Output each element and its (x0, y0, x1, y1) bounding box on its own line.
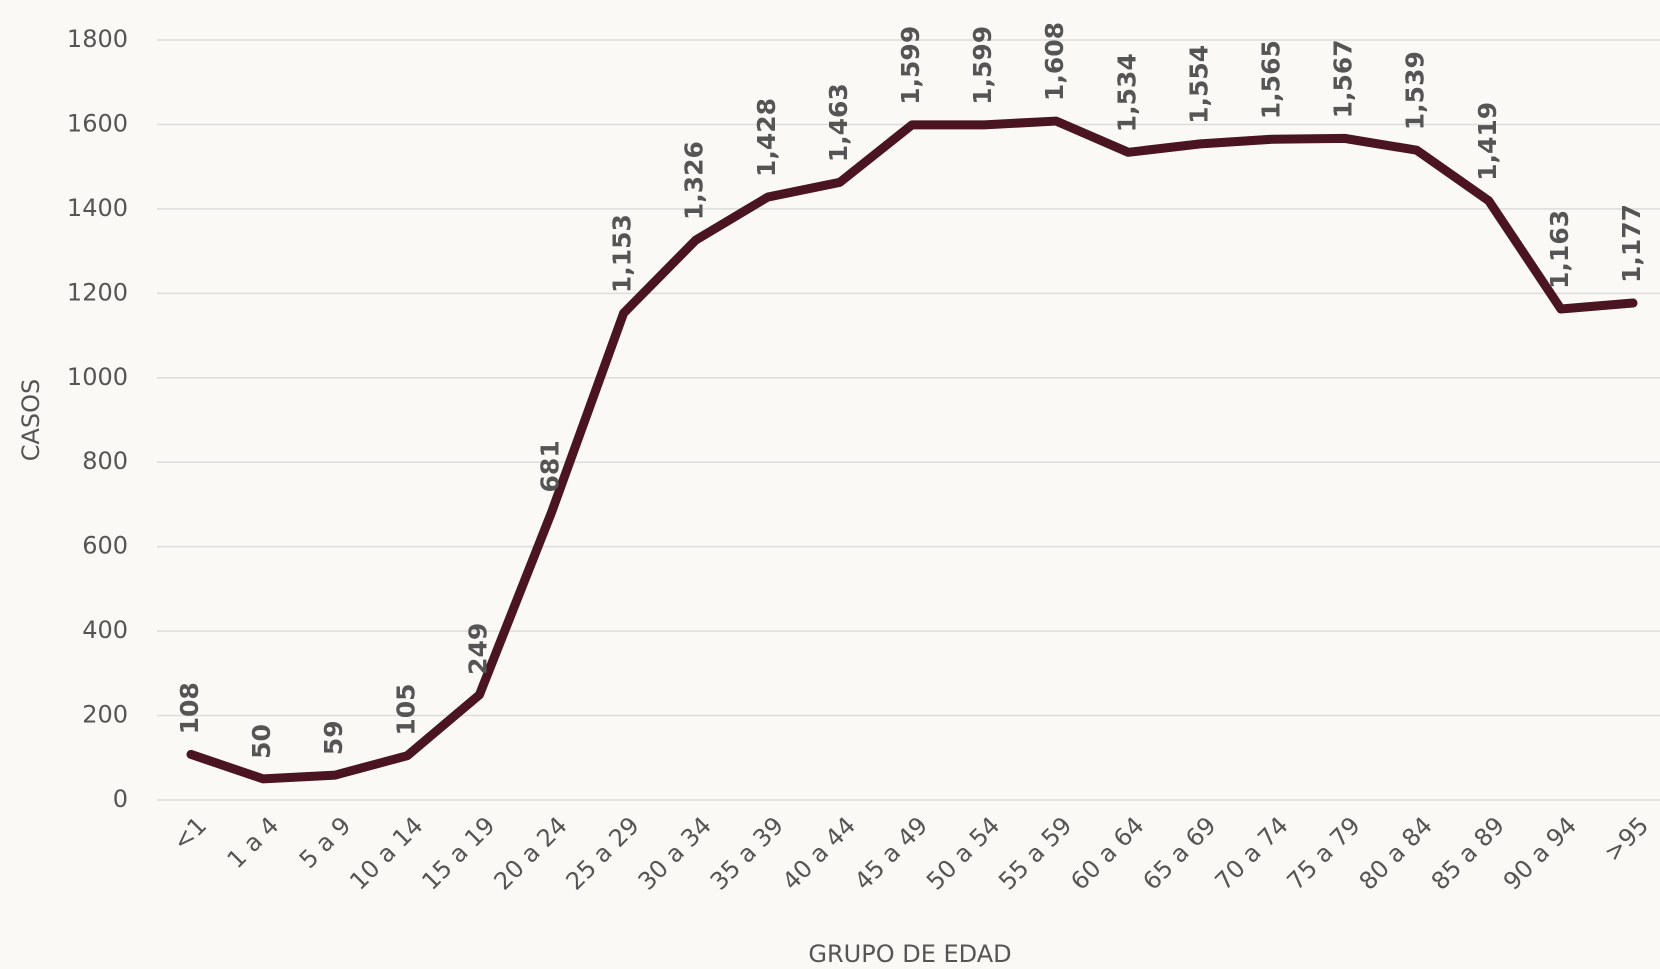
y-tick-label: 800 (82, 447, 128, 475)
data-label: 1,565 (1257, 40, 1286, 119)
y-tick-label: 400 (82, 616, 128, 644)
y-tick-label: 1400 (67, 194, 128, 222)
data-label: 1,163 (1545, 210, 1574, 289)
data-label: 1,539 (1401, 51, 1430, 130)
y-tick-label: 1800 (67, 25, 128, 53)
data-label: 1,419 (1473, 102, 1502, 181)
data-label: 1,599 (896, 26, 925, 105)
y-axis-label: CASOS (17, 379, 45, 462)
data-label: 1,608 (1040, 22, 1069, 101)
y-tick-label: 1200 (67, 278, 128, 306)
data-label: 249 (463, 623, 492, 675)
data-label: 1,463 (824, 83, 853, 162)
y-tick-label: 0 (113, 785, 128, 813)
data-label: 1,177 (1617, 204, 1646, 283)
data-label: 108 (175, 682, 204, 734)
x-axis-label: GRUPO DE EDAD (808, 940, 1011, 968)
data-label: 59 (319, 720, 348, 755)
data-label: 1,326 (680, 141, 709, 220)
data-label: 681 (536, 440, 565, 492)
data-label: 1,153 (608, 214, 637, 293)
data-label: 1,428 (752, 98, 781, 177)
y-tick-label: 200 (82, 701, 128, 729)
y-tick-label: 1000 (67, 363, 128, 391)
data-line (186, 116, 1638, 784)
y-tick-label: 1600 (67, 109, 128, 137)
data-label: 1,554 (1184, 45, 1213, 124)
data-label: 105 (391, 683, 420, 735)
data-label: 1,534 (1112, 53, 1141, 132)
y-tick-label: 600 (82, 532, 128, 560)
data-label: 50 (247, 724, 276, 759)
data-label: 1,599 (968, 26, 997, 105)
data-label: 1,567 (1329, 39, 1358, 118)
